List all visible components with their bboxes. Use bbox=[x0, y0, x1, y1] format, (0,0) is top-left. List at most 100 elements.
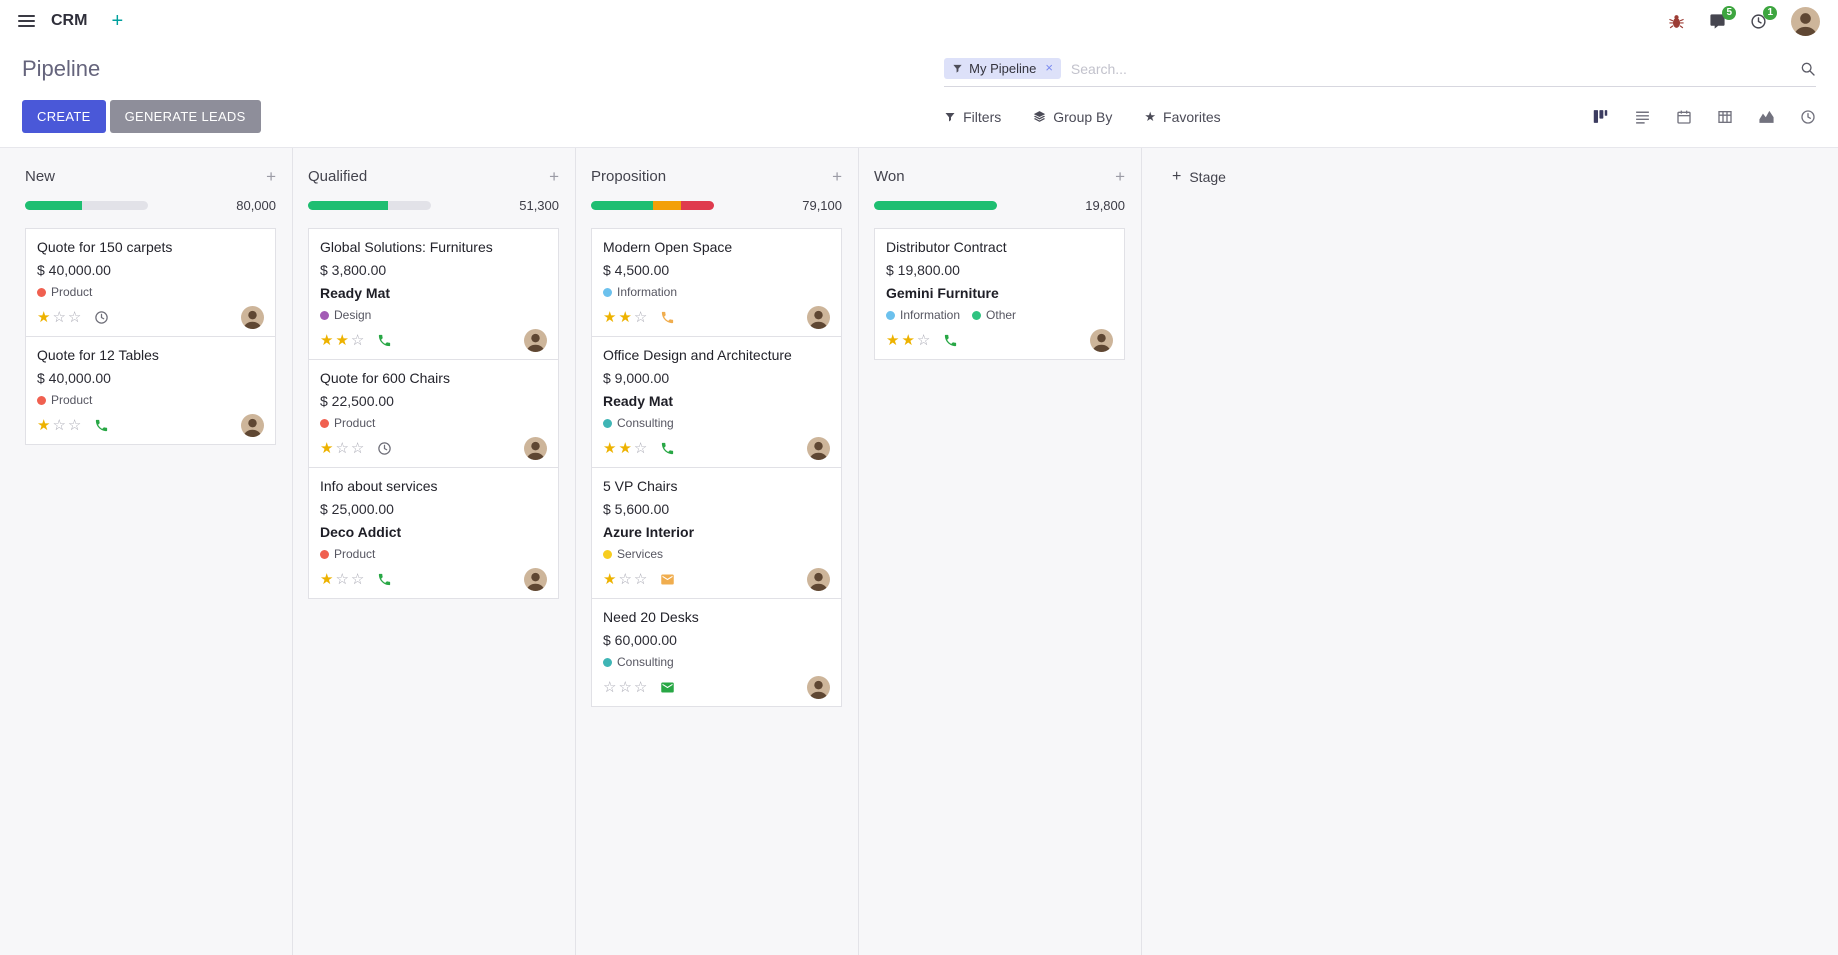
progress-segment[interactable] bbox=[874, 201, 997, 210]
generate-leads-button[interactable]: GENERATE LEADS bbox=[109, 100, 261, 133]
progress-segment[interactable] bbox=[680, 201, 714, 210]
app-name[interactable]: CRM bbox=[51, 12, 88, 29]
activities-badge: 1 bbox=[1763, 5, 1777, 20]
priority-stars[interactable]: ★☆☆ bbox=[603, 571, 650, 588]
column-progressbar[interactable] bbox=[308, 201, 431, 210]
kanban-card[interactable]: Quote for 600 Chairs $ 22,500.00 Product… bbox=[308, 359, 559, 468]
phone-icon[interactable] bbox=[660, 310, 675, 325]
kanban-card[interactable]: Need 20 Desks $ 60,000.00 Consulting ☆☆☆ bbox=[591, 598, 842, 707]
priority-stars[interactable]: ★★☆ bbox=[320, 332, 367, 349]
column-header: New + bbox=[25, 168, 276, 185]
tag-label: Information bbox=[617, 285, 678, 299]
salesperson-avatar[interactable] bbox=[807, 676, 830, 699]
add-column-record-icon[interactable]: + bbox=[1115, 167, 1125, 186]
user-avatar[interactable] bbox=[1791, 7, 1820, 36]
clock-icon[interactable] bbox=[94, 310, 109, 325]
apps-menu-icon[interactable] bbox=[18, 15, 35, 27]
filter-funnel-icon bbox=[944, 111, 956, 123]
priority-stars[interactable]: ★☆☆ bbox=[37, 417, 84, 434]
filters-button[interactable]: Filters bbox=[944, 109, 1001, 125]
priority-stars[interactable]: ★☆☆ bbox=[320, 440, 367, 457]
group-by-button[interactable]: Group By bbox=[1033, 109, 1112, 125]
tag: Product bbox=[320, 547, 375, 561]
card-tags: Information bbox=[603, 285, 830, 299]
card-footer: ★★☆ bbox=[320, 329, 547, 352]
kanban-card[interactable]: 5 VP Chairs $ 5,600.00 Azure Interior Se… bbox=[591, 467, 842, 599]
card-tags: Design bbox=[320, 308, 547, 322]
salesperson-avatar[interactable] bbox=[524, 329, 547, 352]
card-tags: Product bbox=[320, 416, 547, 430]
tag: Design bbox=[320, 308, 371, 322]
search-input[interactable] bbox=[1070, 60, 1790, 77]
view-kanban-button[interactable] bbox=[1592, 108, 1609, 125]
activities-clock-icon[interactable]: 1 bbox=[1750, 5, 1777, 30]
add-column-record-icon[interactable]: + bbox=[266, 167, 276, 186]
kanban-card[interactable]: Info about services $ 25,000.00 Deco Add… bbox=[308, 467, 559, 599]
add-stage-button[interactable]: + Stage bbox=[1172, 168, 1226, 186]
salesperson-avatar[interactable] bbox=[241, 414, 264, 437]
search-bar[interactable]: My Pipeline × bbox=[944, 58, 1816, 87]
clock-icon[interactable] bbox=[377, 441, 392, 456]
debug-bug-icon[interactable] bbox=[1668, 13, 1685, 30]
card-partner: Deco Addict bbox=[320, 524, 402, 540]
envelope-icon[interactable] bbox=[660, 680, 675, 695]
view-activity-button[interactable] bbox=[1800, 109, 1816, 125]
create-button[interactable]: CREATE bbox=[22, 100, 106, 133]
column-total: 80,000 bbox=[236, 198, 276, 213]
phone-icon[interactable] bbox=[377, 333, 392, 348]
view-calendar-button[interactable] bbox=[1676, 109, 1692, 125]
salesperson-avatar[interactable] bbox=[807, 568, 830, 591]
envelope-icon[interactable] bbox=[660, 572, 675, 587]
view-list-button[interactable] bbox=[1634, 108, 1651, 125]
progress-segment[interactable] bbox=[652, 201, 681, 210]
kanban-card[interactable]: Quote for 12 Tables $ 40,000.00 Product … bbox=[25, 336, 276, 445]
column-progressbar[interactable] bbox=[874, 201, 997, 210]
search-icon[interactable] bbox=[1800, 61, 1816, 77]
priority-stars[interactable]: ★☆☆ bbox=[37, 309, 84, 326]
salesperson-avatar[interactable] bbox=[807, 306, 830, 329]
calendar-icon bbox=[1676, 109, 1692, 125]
favorites-button[interactable]: ★ Favorites bbox=[1144, 109, 1220, 125]
kanban-card[interactable]: Office Design and Architecture $ 9,000.0… bbox=[591, 336, 842, 468]
tag-color-dot bbox=[603, 657, 612, 667]
progress-segment[interactable] bbox=[25, 201, 82, 210]
view-pivot-button[interactable] bbox=[1717, 109, 1733, 125]
salesperson-avatar[interactable] bbox=[241, 306, 264, 329]
tag-label: Design bbox=[334, 308, 372, 322]
phone-icon[interactable] bbox=[94, 418, 109, 433]
column-progressbar[interactable] bbox=[25, 201, 148, 210]
priority-stars[interactable]: ★☆☆ bbox=[320, 571, 367, 588]
messages-icon[interactable]: 5 bbox=[1709, 5, 1736, 30]
phone-icon[interactable] bbox=[377, 572, 392, 587]
phone-icon[interactable] bbox=[660, 441, 675, 456]
tag-label: Services bbox=[617, 547, 664, 561]
phone-icon[interactable] bbox=[943, 333, 958, 348]
search-facet-label: My Pipeline bbox=[969, 61, 1037, 76]
priority-stars[interactable]: ☆☆☆ bbox=[603, 679, 650, 696]
add-column-record-icon[interactable]: + bbox=[549, 167, 559, 186]
add-icon[interactable]: + bbox=[111, 10, 124, 32]
search-facet[interactable]: My Pipeline × bbox=[944, 58, 1061, 79]
progress-segment[interactable] bbox=[308, 201, 388, 210]
card-footer: ★☆☆ bbox=[320, 437, 547, 460]
add-column-record-icon[interactable]: + bbox=[832, 167, 842, 186]
salesperson-avatar[interactable] bbox=[1090, 329, 1113, 352]
salesperson-avatar[interactable] bbox=[524, 568, 547, 591]
salesperson-avatar[interactable] bbox=[807, 437, 830, 460]
priority-stars[interactable]: ★★☆ bbox=[603, 440, 650, 457]
kanban-card[interactable]: Distributor Contract $ 19,800.00 Gemini … bbox=[874, 228, 1125, 360]
priority-stars[interactable]: ★★☆ bbox=[886, 332, 933, 349]
progress-segment[interactable] bbox=[591, 201, 653, 210]
salesperson-avatar[interactable] bbox=[524, 437, 547, 460]
plus-icon: + bbox=[1172, 168, 1182, 185]
kanban-card[interactable]: Quote for 150 carpets $ 40,000.00 Produc… bbox=[25, 228, 276, 337]
kanban-card[interactable]: Global Solutions: Furnitures $ 3,800.00 … bbox=[308, 228, 559, 360]
kanban-card[interactable]: Modern Open Space $ 4,500.00 Information… bbox=[591, 228, 842, 337]
priority-stars[interactable]: ★★☆ bbox=[603, 309, 650, 326]
column-progressbar[interactable] bbox=[591, 201, 714, 210]
pivot-table-icon bbox=[1717, 109, 1733, 125]
card-footer: ★★☆ bbox=[886, 329, 1113, 352]
tag-color-dot bbox=[603, 287, 612, 297]
view-graph-button[interactable] bbox=[1758, 108, 1775, 125]
facet-remove-icon[interactable]: × bbox=[1045, 60, 1053, 75]
